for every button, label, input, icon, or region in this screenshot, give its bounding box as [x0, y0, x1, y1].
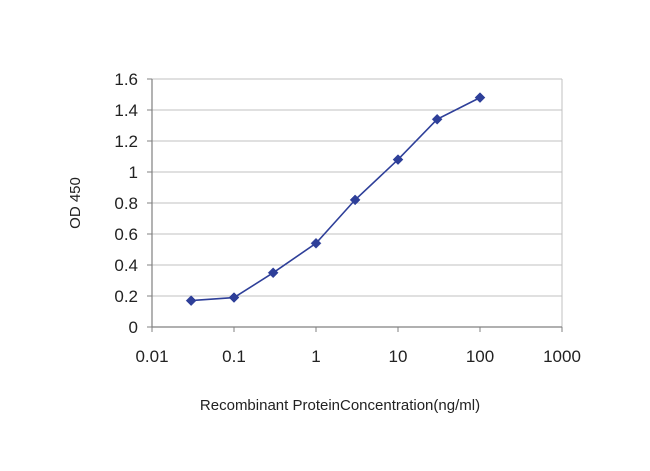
x-tick-label-1: 0.1: [222, 347, 246, 366]
y-tick-label-5: 1: [129, 163, 138, 182]
y-tick-label-0: 0: [129, 318, 138, 337]
axes: [147, 78, 563, 332]
y-tick-label-2: 0.4: [114, 256, 138, 275]
data-point-0-6: [431, 113, 443, 125]
x-tick-label-0: 0.01: [135, 347, 168, 366]
x-tick-label-4: 100: [466, 347, 494, 366]
data-series: [185, 92, 486, 307]
y-tick-label-3: 0.6: [114, 225, 138, 244]
x-tick-label-5: 1000: [543, 347, 581, 366]
y-tick-label-4: 0.8: [114, 194, 138, 213]
y-tick-label-6: 1.2: [114, 132, 138, 151]
y-tick-label-1: 0.2: [114, 287, 138, 306]
grid-lines: [152, 78, 563, 327]
data-point-0-0: [185, 295, 197, 307]
x-axis-title: Recombinant ProteinConcentration(ng/ml): [200, 397, 480, 414]
x-tick-label-2: 1: [311, 347, 320, 366]
data-point-0-3: [310, 237, 322, 249]
y-tick-label-8: 1.6: [114, 70, 138, 89]
data-point-0-2: [267, 267, 279, 279]
data-point-0-4: [349, 194, 361, 206]
data-point-0-5: [392, 154, 404, 165]
x-tick-label-3: 10: [389, 347, 408, 366]
series-line-0: [191, 96, 481, 302]
y-axis-title: OD 450: [67, 177, 84, 229]
y-tick-label-7: 1.4: [114, 101, 138, 120]
data-point-0-1: [228, 292, 240, 303]
tick-labels: 0 0.2 0.4 0.6 0.8 1 1.2 1.4 1.6 0.01 0.1 1 10 100 1000: [114, 70, 581, 366]
data-point-0-7: [474, 92, 486, 103]
